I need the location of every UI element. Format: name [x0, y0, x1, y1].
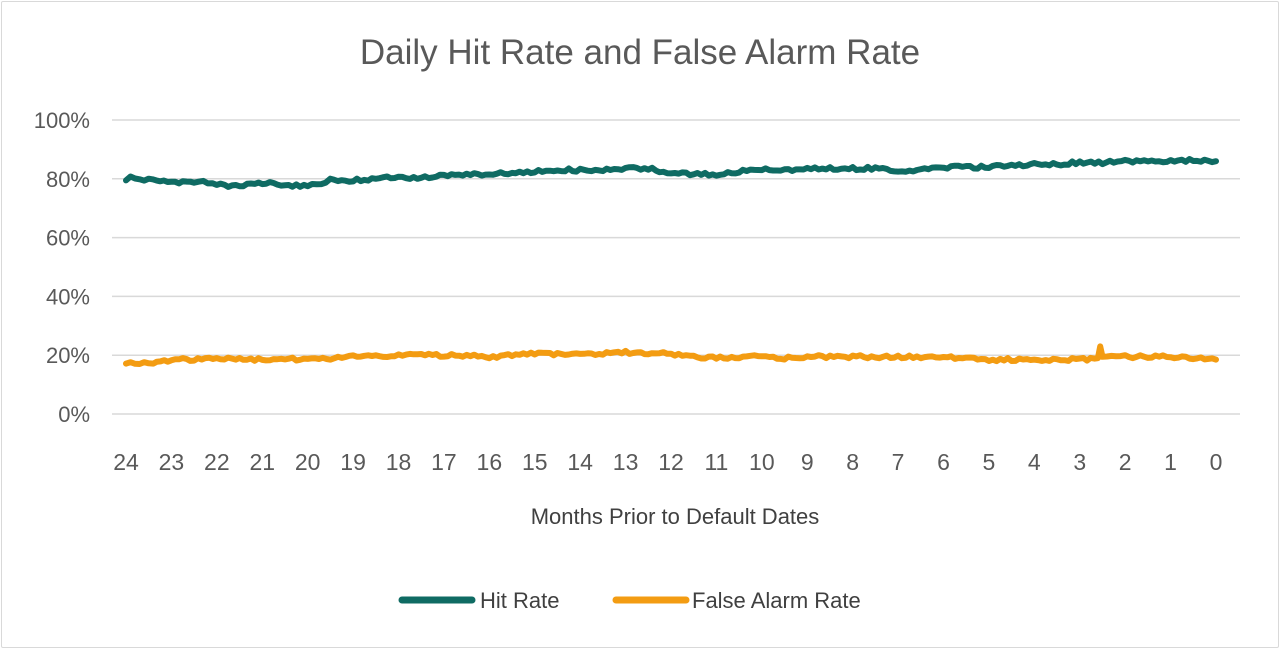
y-tick-label: 80% — [46, 167, 90, 192]
x-tick-label: 4 — [1028, 449, 1041, 475]
legend-false-alarm-rate-label: False Alarm Rate — [692, 588, 861, 613]
x-tick-label: 16 — [477, 449, 503, 475]
y-tick-label: 20% — [46, 343, 90, 368]
legend: Hit Rate False Alarm Rate — [398, 588, 861, 613]
x-tick-label: 6 — [937, 449, 950, 475]
x-tick-label: 24 — [113, 449, 139, 475]
y-tick-label: 0% — [58, 402, 90, 427]
x-tick-label: 20 — [295, 449, 321, 475]
y-tick-label: 60% — [46, 226, 90, 251]
chart-title: Daily Hit Rate and False Alarm Rate — [360, 33, 920, 72]
x-tick-label: 23 — [159, 449, 185, 475]
x-tick-label: 2 — [1119, 449, 1132, 475]
x-axis-label: Months Prior to Default Dates — [531, 504, 820, 529]
x-tick-label: 18 — [386, 449, 412, 475]
series-line-hit-rate — [123, 156, 1219, 190]
x-tick-label: 0 — [1210, 449, 1223, 475]
x-tick-label: 13 — [613, 449, 639, 475]
x-tick-label: 7 — [892, 449, 905, 475]
x-tick-label: 12 — [658, 449, 684, 475]
x-tick-label: 10 — [749, 449, 775, 475]
x-tick-label: 15 — [522, 449, 548, 475]
y-tick-label: 100% — [34, 108, 90, 133]
y-tick-label: 40% — [46, 284, 90, 309]
x-tick-label: 9 — [801, 449, 814, 475]
legend-hit-rate-label: Hit Rate — [480, 588, 559, 613]
x-tick-label: 11 — [704, 449, 728, 475]
x-tick-label: 21 — [249, 449, 275, 475]
x-tick-label: 22 — [204, 449, 230, 475]
x-tick-label: 5 — [983, 449, 996, 475]
x-tick-label: 1 — [1164, 449, 1177, 475]
x-tick-label: 3 — [1073, 449, 1086, 475]
x-tick-label: 14 — [567, 449, 593, 475]
x-tick-label: 19 — [340, 449, 366, 475]
series-line-false-alarm-rate — [123, 343, 1219, 367]
x-tick-label: 17 — [431, 449, 457, 475]
x-tick-label: 8 — [846, 449, 859, 475]
